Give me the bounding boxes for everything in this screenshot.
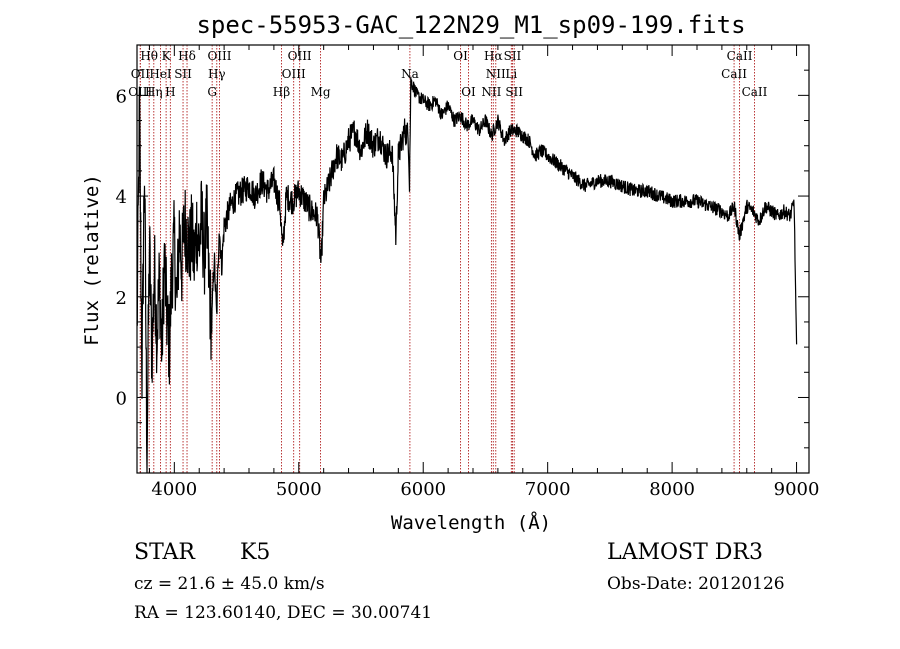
spectral-line-label: Hη xyxy=(145,85,163,99)
spectrum-chart: spec-55953-GAC_122N29_M1_sp09-199.fits H… xyxy=(81,11,820,534)
spectral-line-label: HeI xyxy=(149,67,172,81)
object-class: STAR xyxy=(134,540,195,565)
spectral-line-label: OIII xyxy=(282,67,306,81)
redshift-velocity: cz = 21.6 ± 45.0 km/s xyxy=(134,574,325,594)
y-tick-label: 2 xyxy=(116,288,127,309)
chart-title: spec-55953-GAC_122N29_M1_sp09-199.fits xyxy=(196,11,745,39)
y-tick-label: 0 xyxy=(116,388,127,409)
spectral-line-label: OIII xyxy=(207,49,231,63)
spectral-line-label: CaII xyxy=(742,85,768,99)
spectrum-series-line xyxy=(136,76,798,474)
y-tick-label: 4 xyxy=(116,187,127,208)
spectral-line-label: G xyxy=(207,85,217,99)
spectral-line-label: Hδ xyxy=(178,49,196,63)
x-tick-label: 9000 xyxy=(774,479,820,500)
y-axis: 0 2 4 6 xyxy=(116,44,809,474)
x-axis: 4000 5000 6000 7000 8000 9000 xyxy=(148,45,820,500)
spectral-line-label: NII xyxy=(486,67,506,81)
spectral-line-label: OI xyxy=(453,49,468,63)
spectral-line-label: OI xyxy=(461,85,476,99)
spectral-line-label: SII xyxy=(504,49,522,63)
spectral-line-label: SII xyxy=(505,85,523,99)
x-tick-label: 6000 xyxy=(400,479,446,500)
coordinates: RA = 123.60140, DEC = 30.00741 xyxy=(134,603,433,623)
spectral-line-label: CaII xyxy=(721,67,747,81)
spectral-line-label: H xyxy=(165,85,175,99)
spectral-line-label: NII xyxy=(481,85,501,99)
x-tick-label: 4000 xyxy=(151,479,197,500)
x-axis-label: Wavelength (Å) xyxy=(391,511,551,534)
x-tick-label: 8000 xyxy=(649,479,695,500)
spectral-line-label: Hθ xyxy=(140,49,158,63)
spectral-line-label: CaII xyxy=(727,49,753,63)
spectral-line-label: Na xyxy=(401,67,419,81)
spectral-line-label: SII xyxy=(174,67,192,81)
spectral-line-label: Hβ xyxy=(273,85,290,99)
spectral-line-label: Hγ xyxy=(208,67,226,81)
object-subclass: K5 xyxy=(240,540,271,565)
y-tick-label: 6 xyxy=(116,86,127,107)
spectral-line-label: Mg xyxy=(311,85,331,99)
spectral-line-label: OII xyxy=(131,67,151,81)
x-tick-label: 7000 xyxy=(525,479,571,500)
spectral-line-label: K xyxy=(162,49,172,63)
spectral-line-label: Li xyxy=(505,67,517,81)
plot-frame xyxy=(136,44,810,474)
survey-name: LAMOST DR3 xyxy=(607,540,763,565)
spectral-line-label: OIII xyxy=(288,49,312,63)
y-axis-label: Flux (relative) xyxy=(81,174,103,346)
spectral-line-label: Hα xyxy=(484,49,503,63)
x-tick-label: 5000 xyxy=(276,479,322,500)
observation-date: Obs-Date: 20120126 xyxy=(607,574,785,594)
